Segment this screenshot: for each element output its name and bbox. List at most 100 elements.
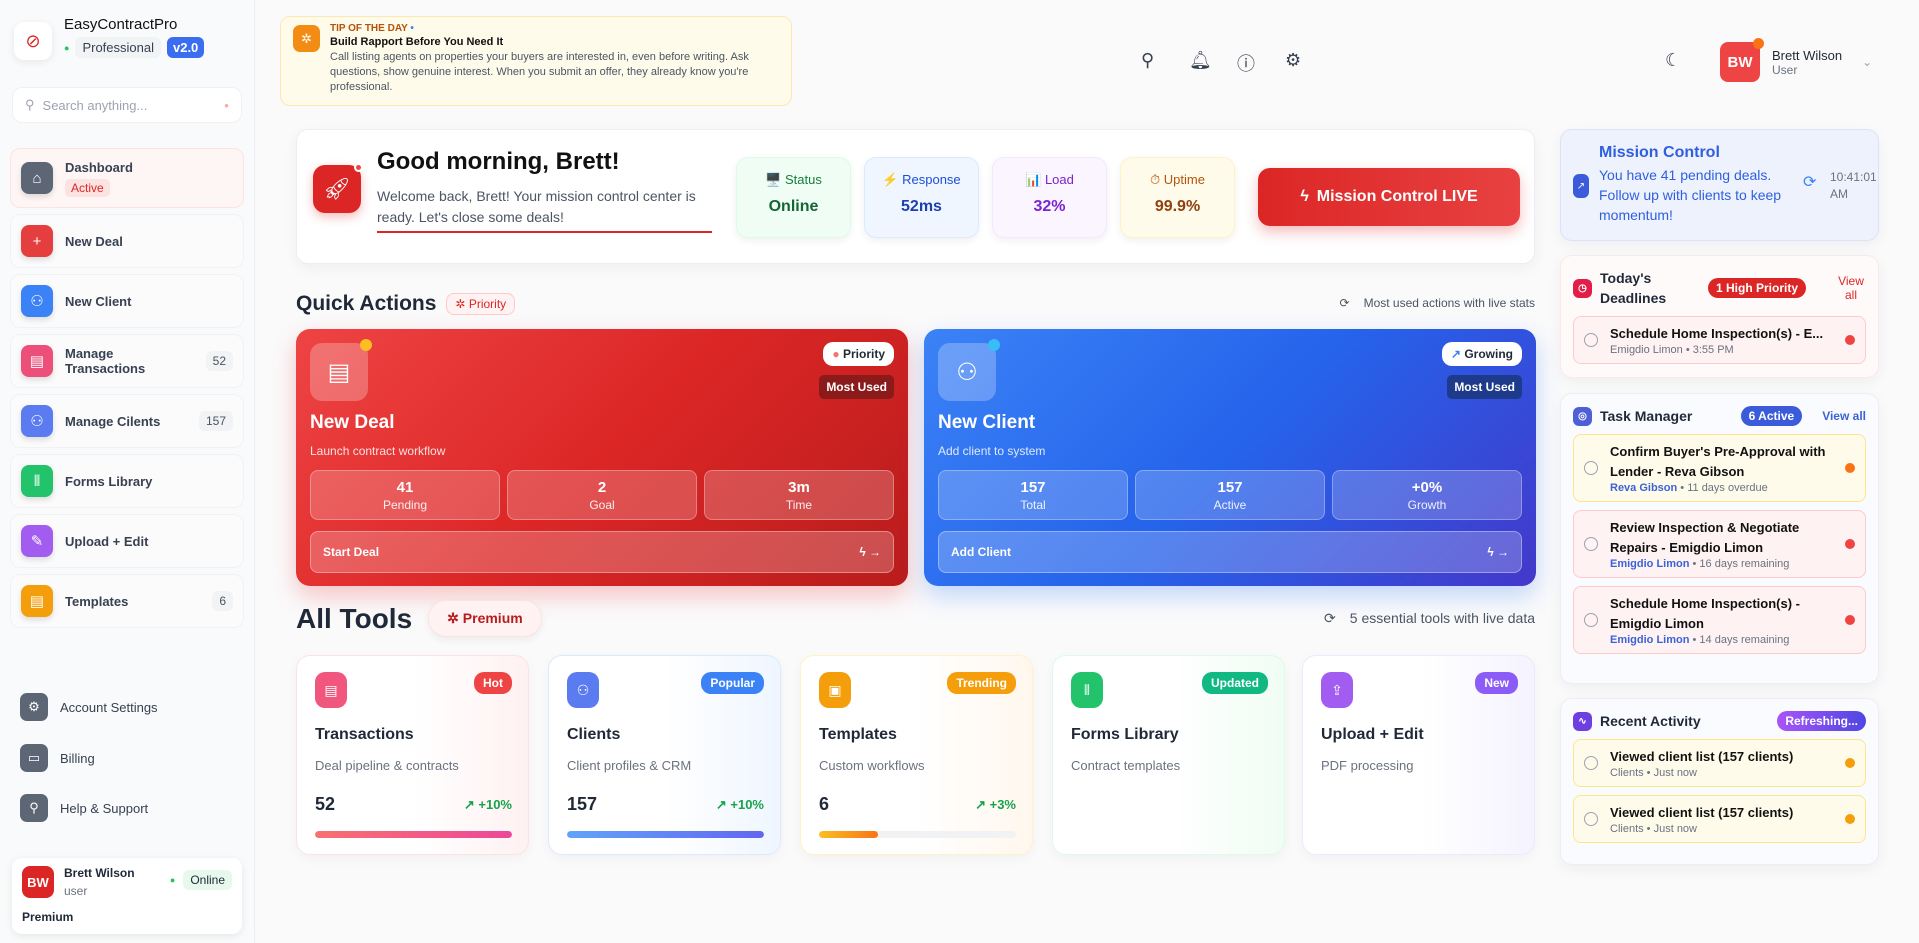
- tool-card-transactions[interactable]: ▤ Hot Transactions Deal pipeline & contr…: [296, 655, 529, 855]
- new-client-card[interactable]: ⚇ ↗ Growing Most Used New Client Add cli…: [924, 329, 1536, 586]
- tool-card-forms-library[interactable]: ⫴ Updated Forms Library Contract templat…: [1052, 655, 1285, 855]
- start-deal-button[interactable]: Start Deal ϟ →: [310, 531, 894, 573]
- trend-icon: ↗: [1573, 174, 1589, 198]
- user-name: Brett Wilson: [1772, 47, 1843, 63]
- task-item[interactable]: Schedule Home Inspection(s) - Emigdio Li…: [1573, 586, 1866, 654]
- search-input[interactable]: ⚲ Search anything... ●: [12, 87, 242, 123]
- growing-badge: ↗ Growing: [1441, 342, 1522, 366]
- stat-growth: +0% Growth: [1332, 470, 1522, 520]
- checkbox[interactable]: [1584, 461, 1598, 475]
- mission-message: You have 41 pending deals. Follow up wit…: [1599, 167, 1782, 223]
- card-icon: ▭: [20, 744, 48, 772]
- sidebar-item-new-deal[interactable]: + New Deal: [10, 214, 244, 268]
- mission-control-live-button[interactable]: ϟ Mission Control LIVE: [1258, 168, 1520, 226]
- tool-count: 52: [315, 794, 336, 814]
- sidebar-item-new-client[interactable]: ⚇ New Client: [10, 274, 244, 328]
- priority-dot-icon: [1845, 463, 1855, 473]
- tip-title: Build Rapport Before You Need It: [330, 36, 504, 48]
- file-icon: ▤: [315, 672, 347, 708]
- sidebar-billing[interactable]: ▭ Billing: [20, 744, 95, 772]
- card-subtitle: Add client to system: [938, 444, 1046, 458]
- checkbox[interactable]: [1584, 756, 1598, 770]
- add-client-button[interactable]: Add Client ϟ →: [938, 531, 1522, 573]
- panel-title: Recent Activity: [1600, 713, 1701, 729]
- library-icon: ⫴: [1071, 672, 1103, 708]
- tool-desc: Client profiles & CRM: [567, 758, 692, 773]
- help-icon[interactable]: ⓘ: [1237, 54, 1255, 74]
- avatar: BW: [22, 866, 54, 898]
- sidebar-item-manage-transactions[interactable]: ▤ Manage Transactions 52: [10, 334, 244, 388]
- checkbox[interactable]: [1584, 812, 1598, 826]
- sidebar-item-label: New Client: [65, 293, 132, 309]
- sidebar-item-upload-edit[interactable]: ✎ Upload + Edit: [10, 514, 244, 568]
- gear-icon: ⚙: [20, 693, 48, 721]
- view-all-link[interactable]: View all: [1822, 409, 1866, 423]
- count-badge: 6: [212, 591, 233, 611]
- status-badge: Online: [183, 870, 232, 890]
- priority-badge: 1 High Priority: [1708, 278, 1807, 298]
- mission-control-panel: ↗ Mission Control You have 41 pending de…: [1560, 129, 1879, 241]
- search-icon[interactable]: ⚲: [1141, 50, 1155, 70]
- sidebar-item-manage-clients[interactable]: ⚇ Manage Cilents 157: [10, 394, 244, 448]
- stat-load: 📊 Load 32%: [992, 157, 1107, 238]
- user-menu[interactable]: BW Brett Wilson User ⌄: [1720, 38, 1873, 82]
- app-logo[interactable]: ⊘: [14, 22, 52, 60]
- indicator-dot-icon: ●: [224, 100, 229, 110]
- priority-dot-icon: [1845, 615, 1855, 625]
- user-card[interactable]: BW Brett Wilson user ● Online Premium: [12, 858, 242, 934]
- sidebar-item-forms-library[interactable]: ⫴ Forms Library: [10, 454, 244, 508]
- tool-name: Clients: [567, 726, 621, 743]
- greeting: Good morning, Brett!: [377, 148, 620, 175]
- view-all-link[interactable]: View all: [1838, 274, 1864, 302]
- checkbox[interactable]: [1584, 613, 1598, 627]
- refresh-icon[interactable]: ⟳: [1339, 296, 1350, 310]
- briefcase-icon: ▣: [819, 672, 851, 708]
- task-meta: Emigdio Limon • 16 days remaining: [1610, 558, 1790, 570]
- checkbox[interactable]: [1584, 333, 1598, 347]
- tools-note: ⟳ 5 essential tools with live data: [1324, 610, 1535, 626]
- tool-desc: Deal pipeline & contracts: [315, 758, 459, 773]
- clock-icon: ◷: [1573, 278, 1592, 298]
- chevron-down-icon: ⌄: [1862, 55, 1873, 69]
- priority-dot-icon: [1845, 539, 1855, 549]
- trend-up-icon: ↗: [975, 797, 986, 812]
- new-deal-card[interactable]: ▤ ● Priority Most Used New Deal Launch c…: [296, 329, 908, 586]
- pen-icon: ✎: [21, 525, 53, 557]
- sidebar-account-settings[interactable]: ⚙ Account Settings: [20, 693, 158, 721]
- library-icon: ⫴: [21, 465, 53, 497]
- stat-pending: 41 Pending: [310, 470, 500, 520]
- activity-title: Viewed client list (157 clients): [1610, 749, 1794, 764]
- refresh-icon[interactable]: ⟳: [1803, 174, 1817, 191]
- users-icon: ⚇: [938, 339, 1000, 401]
- sidebar-help-support[interactable]: ⚲ Help & Support: [20, 794, 148, 822]
- refresh-icon[interactable]: ⟳: [1324, 610, 1336, 626]
- tool-name: Templates: [819, 726, 897, 743]
- card-title: New Deal: [310, 412, 395, 433]
- sidebar-item-templates[interactable]: ▤ Templates 6: [10, 574, 244, 628]
- checkbox[interactable]: [1584, 537, 1598, 551]
- gear-icon[interactable]: ⚙: [1285, 50, 1302, 70]
- tool-count: 157: [567, 794, 598, 814]
- tip-body: Call listing agents on properties your b…: [330, 51, 749, 93]
- task-item[interactable]: Review Inspection & Negotiate Repairs - …: [1573, 510, 1866, 578]
- tool-trend: ↗ +10%: [715, 797, 764, 812]
- activity-item[interactable]: Viewed client list (157 clients) Clients …: [1573, 739, 1866, 787]
- deadlines-panel: ◷ Today's Deadlines 1 High Priority View…: [1560, 255, 1879, 378]
- sidebar-item-dashboard[interactable]: ⌂ Dashboard Active: [10, 148, 244, 208]
- rocket-icon: 🚀︎: [313, 163, 363, 213]
- upload-icon: ⇪: [1321, 672, 1353, 708]
- bell-icon[interactable]: 🔔︎: [1189, 50, 1212, 70]
- moon-icon[interactable]: ☾: [1665, 50, 1682, 70]
- tool-card-upload-edit[interactable]: ⇪ New Upload + Edit PDF processing: [1302, 655, 1535, 855]
- activity-item[interactable]: Viewed client list (157 clients) Clients …: [1573, 795, 1866, 843]
- stat-response: ⚡ Response 52ms: [864, 157, 979, 238]
- tool-card-clients[interactable]: ⚇ Popular Clients Client profiles & CRM …: [548, 655, 781, 855]
- stat-status: 🖥️ Status Online: [736, 157, 851, 238]
- deadline-item[interactable]: Schedule Home Inspection(s) - E... Emigd…: [1573, 316, 1866, 364]
- tool-card-templates[interactable]: ▣ Trending Templates Custom workflows 6 …: [800, 655, 1033, 855]
- task-item[interactable]: Confirm Buyer's Pre-Approval with Lender…: [1573, 434, 1866, 502]
- arrow-right-icon: ϟ →: [1487, 545, 1509, 559]
- stat-active: 157 Active: [1135, 470, 1325, 520]
- task-title: Schedule Home Inspection(s) - Emigdio Li…: [1610, 596, 1800, 631]
- tool-name: Forms Library: [1071, 726, 1179, 743]
